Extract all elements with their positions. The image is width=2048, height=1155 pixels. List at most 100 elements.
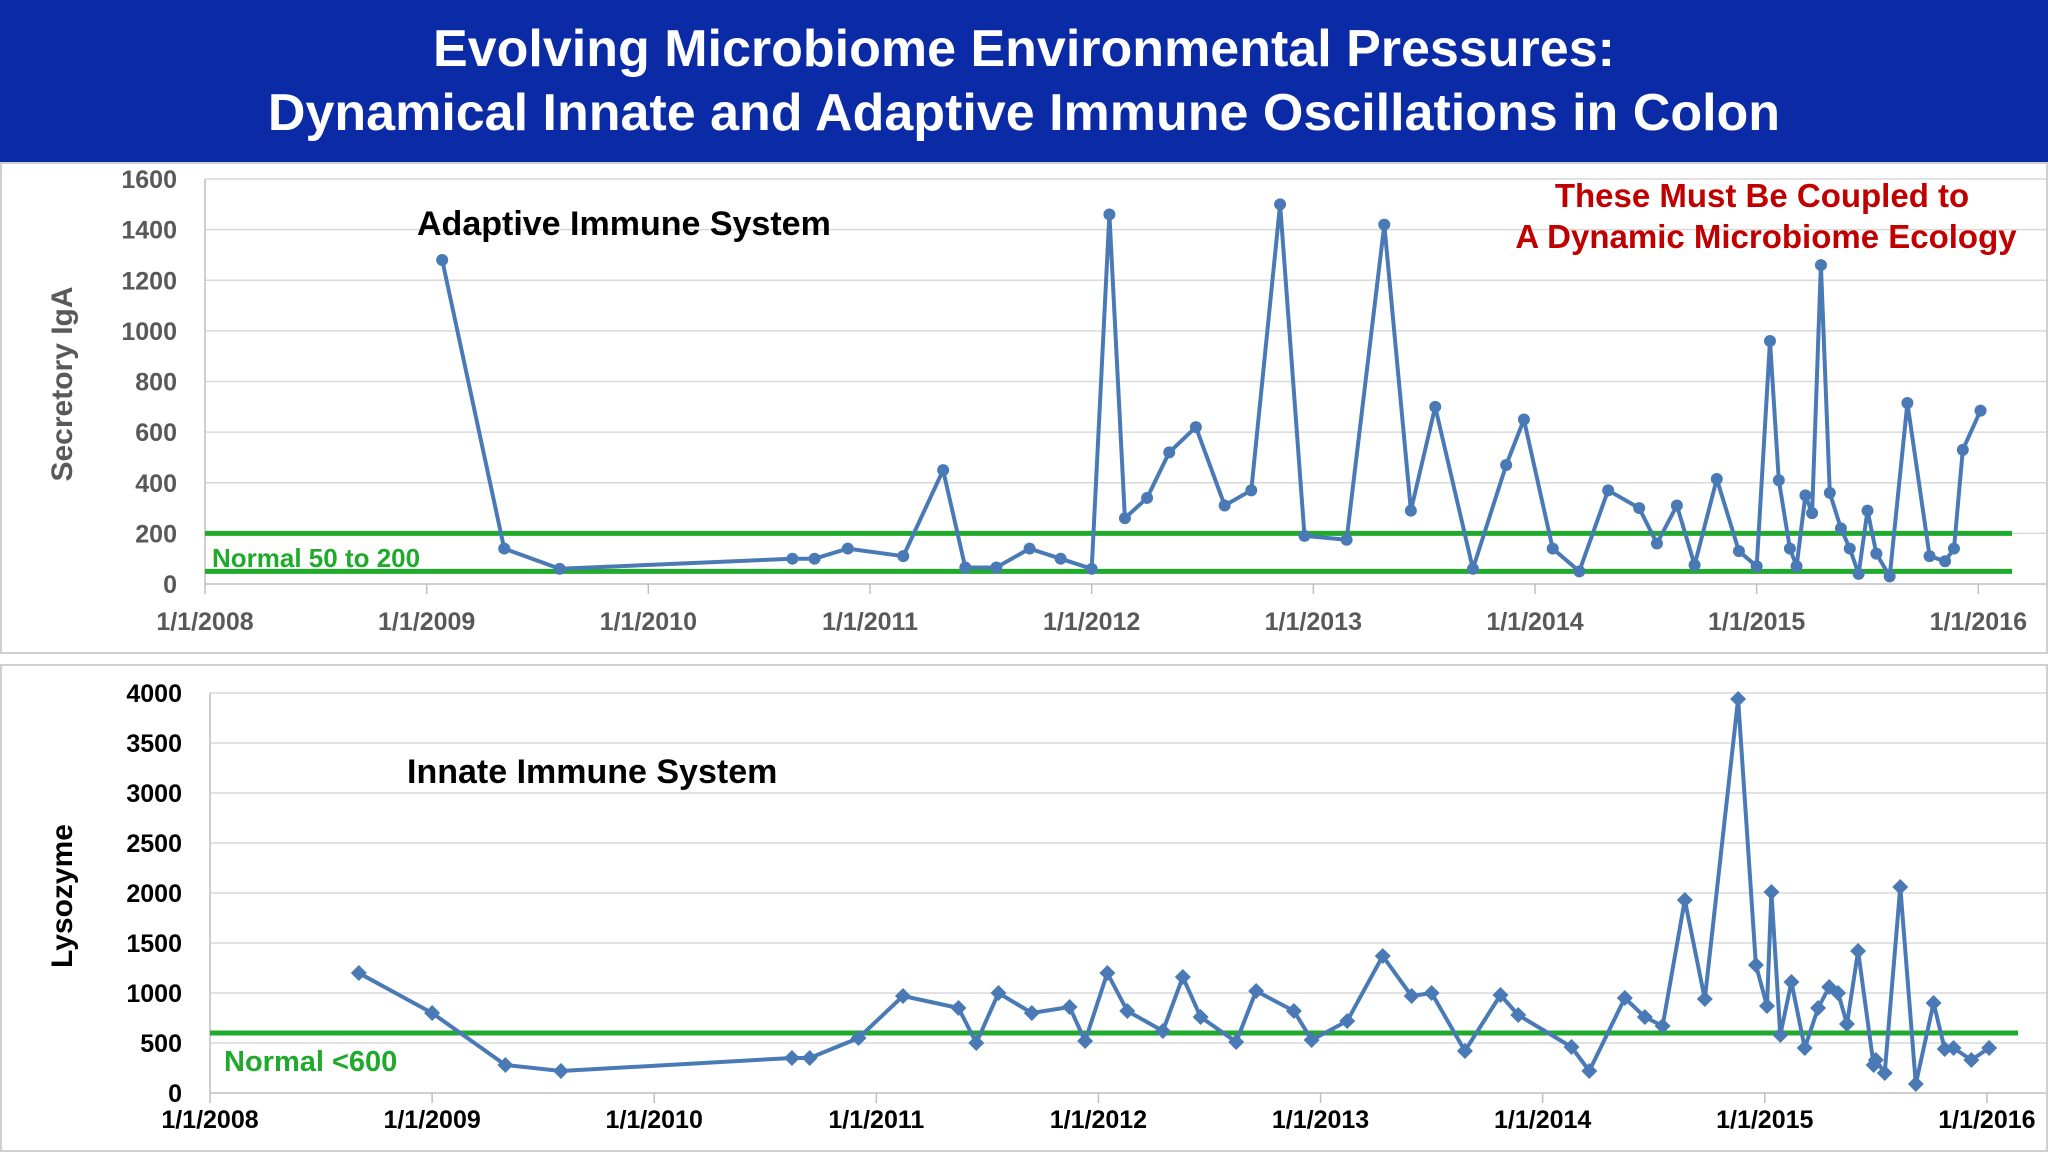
- note-line-2: A Dynamic Microbiome Ecology: [1515, 218, 2017, 255]
- data-point: [1758, 998, 1775, 1014]
- x-tick-label: 1/1/2015: [1716, 1106, 1813, 1134]
- x-tick-label: 1/1/2009: [383, 1106, 480, 1134]
- x-tick-label: 1/1/2013: [1265, 608, 1362, 636]
- data-point: [1174, 969, 1191, 985]
- data-point: [1118, 512, 1131, 525]
- data-point: [990, 985, 1007, 1001]
- data-point: [1245, 484, 1258, 497]
- data-point: [1838, 1016, 1855, 1032]
- data-point: [1945, 1040, 1962, 1056]
- y-tick-label: 0: [163, 571, 177, 599]
- y-tick-label: 3000: [126, 780, 182, 808]
- innate-chart: 0 500 1000 1500 2000 2500 3000 3500 4000 1/1/200…: [46, 680, 2048, 1134]
- data-point: [1763, 884, 1780, 900]
- x-tick-label: 1/1/2012: [1050, 1106, 1147, 1134]
- data-point: [1783, 542, 1796, 555]
- data-point: [786, 552, 799, 565]
- data-point: [1154, 1023, 1171, 1039]
- data-point: [1636, 1009, 1653, 1025]
- data-point: [1500, 459, 1513, 472]
- normal-band-label: Normal 50 to 200: [212, 543, 420, 573]
- y-tick-label: 0: [168, 1080, 182, 1108]
- data-point: [937, 464, 950, 477]
- x-tick-label: 1/1/2013: [1272, 1106, 1369, 1134]
- data-point: [1747, 957, 1764, 973]
- data-point: [1339, 1013, 1356, 1029]
- data-point: [1340, 533, 1353, 546]
- y-tick-label: 1000: [121, 318, 177, 346]
- data-point: [1834, 522, 1847, 535]
- x-tick-label: 1/1/2016: [1938, 1106, 2035, 1134]
- data-point: [1843, 542, 1856, 555]
- data-point: [1192, 1009, 1209, 1025]
- data-point: [1274, 198, 1287, 211]
- data-point: [1688, 559, 1701, 572]
- data-point: [1119, 1003, 1136, 1019]
- data-point: [1218, 499, 1231, 512]
- data-point: [1061, 999, 1078, 1015]
- x-tick-label: 1/1/2016: [1930, 608, 2027, 636]
- data-point: [1456, 1043, 1473, 1059]
- data-point: [1750, 560, 1763, 573]
- y-tick-label: 2000: [126, 880, 182, 908]
- data-point: [959, 561, 972, 574]
- data-point: [1378, 218, 1391, 231]
- data-point: [1429, 400, 1442, 413]
- data-point: [1883, 570, 1896, 583]
- normal-band-label: Normal <600: [224, 1046, 397, 1078]
- data-point: [783, 1050, 800, 1066]
- y-tick-label: 1400: [121, 217, 177, 245]
- data-point: [1374, 948, 1391, 964]
- data-point: [1403, 988, 1420, 1004]
- y-tick-label: 3500: [126, 730, 182, 758]
- data-point: [1141, 491, 1154, 504]
- data-point: [1546, 542, 1559, 555]
- data-point: [1054, 552, 1067, 565]
- x-tick-label: 1/1/2009: [378, 608, 475, 636]
- data-point: [1298, 529, 1311, 542]
- data-point: [1867, 1052, 1884, 1068]
- data-point: [1602, 484, 1615, 497]
- data-point: [497, 1057, 514, 1073]
- data-point: [1852, 567, 1865, 580]
- y-tick-label: 2500: [126, 830, 182, 858]
- data-point: [808, 552, 821, 565]
- data-point: [1654, 1018, 1671, 1034]
- data-point: [1189, 421, 1202, 434]
- data-point: [950, 1000, 967, 1016]
- data-point: [1810, 1000, 1827, 1016]
- data-point: [1228, 1034, 1245, 1050]
- data-point: [850, 1030, 867, 1046]
- y-tick-label: 4000: [126, 680, 182, 708]
- data-point: [1850, 943, 1867, 959]
- chart-title: Adaptive Immune System: [417, 205, 831, 243]
- data-point: [1099, 965, 1116, 981]
- data-point: [552, 1063, 569, 1079]
- data-point: [1732, 545, 1745, 558]
- y-tick-label: 500: [140, 1030, 182, 1058]
- x-tick-label: 1/1/2008: [161, 1106, 258, 1134]
- data-point: [1939, 555, 1952, 568]
- data-point: [1763, 335, 1776, 347]
- data-point: [1806, 507, 1819, 520]
- data-point: [1799, 489, 1812, 502]
- data-point: [498, 542, 511, 555]
- data-point: [1796, 1040, 1813, 1056]
- data-point: [1616, 990, 1633, 1006]
- data-point: [1573, 565, 1586, 578]
- x-tick-label: 1/1/2010: [606, 1106, 703, 1134]
- x-tick-label: 1/1/2008: [156, 608, 253, 636]
- data-point: [1925, 995, 1942, 1011]
- data-point: [1870, 547, 1883, 560]
- y-axis-label: Lysozyme: [46, 824, 79, 968]
- data-point: [1633, 502, 1646, 515]
- data-point: [1285, 1003, 1302, 1019]
- data-point: [1861, 504, 1874, 517]
- data-point: [1772, 474, 1785, 487]
- chart-title: Innate Immune System: [407, 753, 777, 791]
- innate-chart-panel: 0 500 1000 1500 2000 2500 3000 3500 4000 1/1/200…: [0, 664, 2048, 1152]
- data-point: [1581, 1063, 1598, 1079]
- data-point: [897, 550, 910, 563]
- data-point: [1814, 259, 1827, 272]
- x-tick-label: 1/1/2014: [1494, 1106, 1591, 1134]
